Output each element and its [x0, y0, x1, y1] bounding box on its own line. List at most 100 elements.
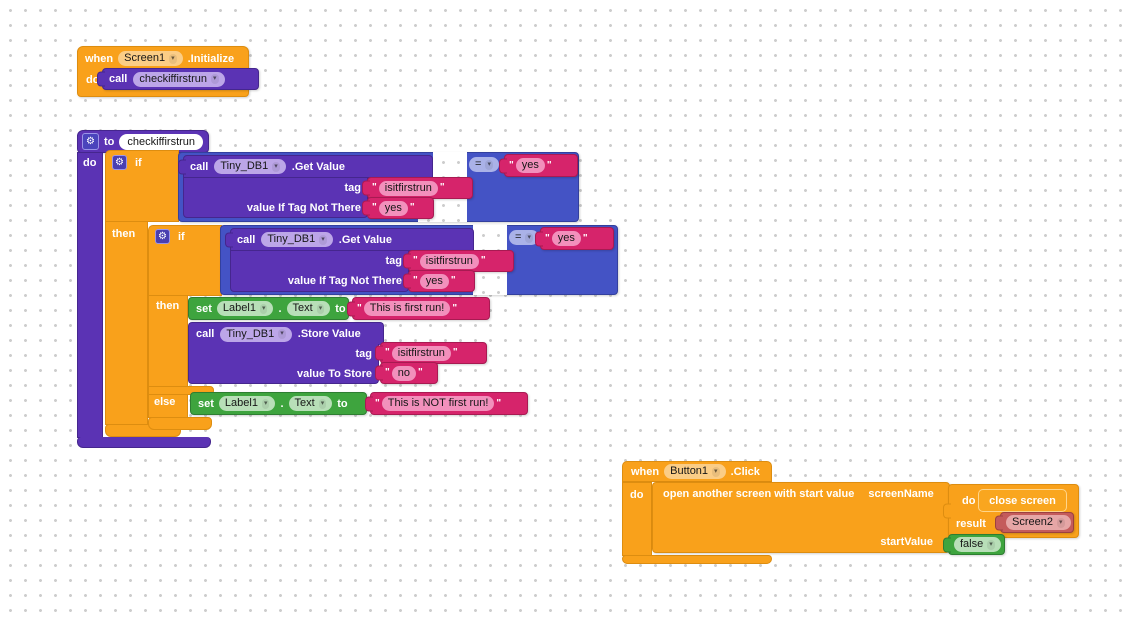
tag-param-label: tag — [355, 348, 373, 360]
text-block-compare-yes[interactable]: " yes " — [504, 154, 578, 177]
chevron-down-icon: ▾ — [987, 539, 995, 550]
call-checkiffirstrun-block[interactable]: call checkiffirstrun ▾ — [102, 68, 259, 90]
call-getvalue-2-header[interactable]: call Tiny_DB1 ▾ .Get Value — [230, 228, 474, 251]
screen2-picker-block[interactable]: Screen2 ▾ — [1000, 512, 1074, 533]
chevron-down-icon: ▾ — [259, 303, 268, 314]
label1-dropdown[interactable]: Label1 ▾ — [216, 301, 274, 316]
chevron-down-icon: ▾ — [525, 232, 533, 243]
procedure-body-strip[interactable] — [77, 152, 103, 438]
chevron-down-icon: ▾ — [712, 466, 720, 477]
text-block-isitfirstrun[interactable]: " isitfirstrun " — [408, 250, 514, 272]
text-input[interactable]: isitfirstrun — [378, 180, 438, 196]
call-getvalue-1-header[interactable]: call Tiny_DB1 ▾ .Get Value — [183, 155, 433, 178]
close-screen-block[interactable]: close screen — [978, 489, 1067, 512]
call-storevalue-header[interactable]: call Tiny_DB1 ▾ .Store Value — [188, 322, 384, 345]
screen1-dropdown[interactable]: Screen1 ▾ — [118, 51, 183, 66]
chevron-down-icon: ▾ — [318, 398, 327, 409]
startvalue-param-label: startValue — [880, 536, 933, 548]
store-param-label: value To Store — [297, 368, 372, 380]
call-label: call — [237, 233, 256, 246]
to-label: to — [337, 397, 348, 410]
result-label: result — [956, 518, 986, 530]
when-button-click-bottom[interactable] — [622, 555, 772, 564]
chevron-down-icon: ▾ — [211, 74, 219, 84]
call-label: call — [109, 73, 128, 85]
chevron-down-icon: ▾ — [261, 398, 270, 409]
tinydb-dropdown[interactable]: Tiny_DB1 ▾ — [220, 326, 292, 342]
do-label: do — [630, 489, 644, 501]
equals-operator-dropdown[interactable]: = ▾ — [509, 230, 539, 245]
outer-if-label: if — [135, 157, 142, 169]
outer-if-gear-icon[interactable]: ⚙ — [112, 155, 127, 170]
call-getvalue-2-body[interactable]: tag value If Tag Not There — [230, 250, 409, 292]
text-input[interactable]: yes — [378, 200, 408, 216]
open-screen-label: open another screen with start value — [663, 488, 855, 500]
tinydb-dropdown[interactable]: Tiny_DB1 ▾ — [261, 232, 333, 247]
text-block-yes[interactable]: " yes " — [367, 197, 434, 219]
text-block-yes[interactable]: " yes " — [408, 270, 475, 292]
set-label-text-block-1[interactable]: set Label1 ▾ . Text ▾ to — [188, 297, 349, 320]
notthere-param-label: value If Tag Not There — [246, 202, 361, 214]
do-label: do — [962, 495, 976, 507]
mutator-gear-icon[interactable]: ⚙ — [82, 133, 99, 150]
open-screen-block[interactable]: open another screen with start value scr… — [652, 482, 950, 553]
text-block-no[interactable]: " no " — [380, 362, 438, 384]
inner-if-bottom-bar[interactable] — [148, 417, 212, 430]
text-block-isitfirstrun[interactable]: " isitfirstrun " — [367, 177, 473, 199]
inner-then-label: then — [156, 300, 180, 312]
dot-label: . — [280, 397, 284, 410]
when-button-click-header[interactable]: when Button1 ▾ .Click — [622, 461, 772, 482]
chevron-down-icon: ▾ — [278, 329, 286, 339]
set-label-text-block-2[interactable]: set Label1 ▾ . Text ▾ to — [190, 392, 367, 415]
set-label: set — [198, 397, 214, 410]
text-input[interactable]: isitfirstrun — [391, 345, 451, 361]
equals-operator-dropdown[interactable]: = ▾ — [469, 157, 499, 172]
when-label: when — [85, 52, 114, 65]
to-label: to — [104, 135, 115, 148]
text-input[interactable]: This is NOT first run! — [381, 396, 495, 411]
procedure-dropdown[interactable]: checkiffirstrun ▾ — [133, 71, 225, 87]
method-label: .Get Value — [338, 233, 392, 246]
procedure-definition-header[interactable]: ⚙ to checkiffirstrun — [77, 130, 209, 153]
call-label: call — [196, 328, 215, 340]
inner-else-label: else — [154, 396, 176, 408]
call-storevalue-body[interactable]: tag value To Store — [188, 344, 379, 384]
inner-if-label: if — [178, 231, 185, 243]
call-getvalue-1-body[interactable]: tag value If Tag Not There — [183, 177, 368, 218]
text-input[interactable]: yes — [515, 158, 545, 173]
text-property-dropdown[interactable]: Text ▾ — [288, 396, 333, 411]
text-block-not-first-run[interactable]: " This is NOT first run! " — [370, 392, 528, 415]
text-input[interactable]: yes — [419, 273, 449, 289]
event-label: .Initialize — [187, 52, 235, 65]
text-input[interactable]: isitfirstrun — [419, 253, 479, 269]
to-label: to — [335, 302, 346, 315]
false-dropdown[interactable]: false ▾ — [954, 537, 1001, 552]
inner-if-gear-icon[interactable]: ⚙ — [155, 229, 170, 244]
text-block-first-run[interactable]: " This is first run! " — [352, 297, 490, 320]
button1-dropdown[interactable]: Button1 ▾ — [664, 464, 726, 479]
method-label: .Store Value — [297, 328, 361, 340]
inner-if-else-divider[interactable] — [148, 386, 214, 395]
outer-then-label: then — [112, 228, 136, 240]
text-input[interactable]: yes — [551, 231, 581, 246]
text-block-isitfirstrun[interactable]: " isitfirstrun " — [380, 342, 487, 364]
label1-dropdown[interactable]: Label1 ▾ — [218, 396, 276, 411]
procedure-bottom-bar[interactable] — [77, 437, 211, 448]
tinydb-dropdown[interactable]: Tiny_DB1 ▾ — [214, 159, 286, 174]
screen2-dropdown[interactable]: Screen2 ▾ — [1006, 515, 1071, 530]
logic-false-block[interactable]: false ▾ — [948, 534, 1005, 555]
notthere-param-label: value If Tag Not There — [287, 275, 402, 287]
chevron-down-icon: ▾ — [272, 161, 280, 172]
when-label: when — [631, 465, 660, 478]
inner-if-strip[interactable] — [148, 295, 188, 418]
text-input[interactable]: no — [391, 365, 416, 381]
text-property-dropdown[interactable]: Text ▾ — [286, 301, 331, 316]
outer-if-strip[interactable] — [105, 221, 148, 425]
chevron-down-icon: ▾ — [1056, 517, 1065, 528]
text-input[interactable]: This is first run! — [363, 301, 451, 316]
when-button-click-strip[interactable] — [622, 482, 652, 556]
procedure-name-field[interactable]: checkiffirstrun — [119, 133, 204, 150]
text-block-compare-yes[interactable]: " yes " — [540, 227, 614, 250]
do-label: do — [83, 157, 97, 169]
